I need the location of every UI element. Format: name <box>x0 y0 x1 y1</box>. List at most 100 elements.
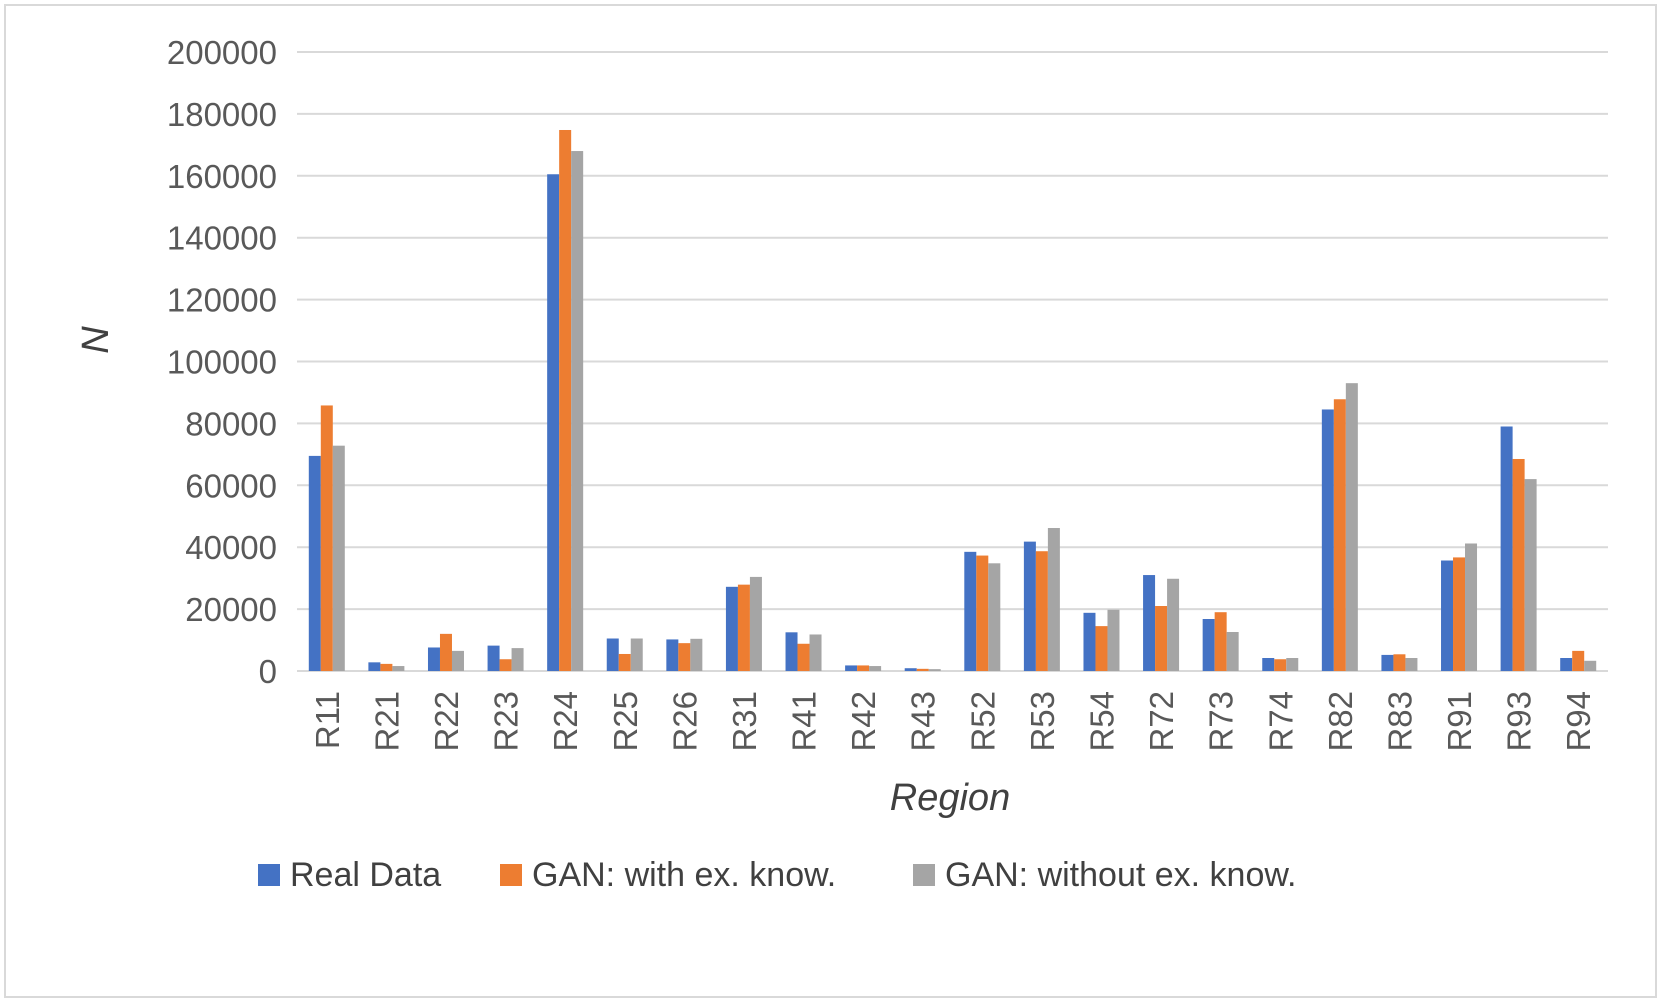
bar-R53-series-3 <box>1047 528 1060 671</box>
legend-label: GAN: with ex. know. <box>532 856 836 894</box>
bar-R93-series-2 <box>1512 458 1525 671</box>
bar-R42-series-3 <box>869 666 882 671</box>
bar-R82-series-1 <box>1321 409 1334 671</box>
bar-R24-series-2 <box>559 129 572 671</box>
x-tick-label: R52 <box>964 691 1001 752</box>
bar-R52-series-2 <box>976 555 989 671</box>
bar-R41-series-3 <box>809 634 822 671</box>
bar-R42-series-1 <box>845 665 858 671</box>
bar-R26-series-2 <box>678 643 691 671</box>
x-tick-label: R74 <box>1262 691 1299 752</box>
bar-R83-series-1 <box>1381 654 1394 671</box>
bar-R94-series-2 <box>1572 650 1585 671</box>
bar-R43-series-2 <box>916 668 929 671</box>
bar-R11-series-3 <box>332 445 345 671</box>
y-axis-ticks: 0 20000 40000 60000 80000 100000 120000 140000 1… <box>167 34 277 690</box>
x-tick-label: R41 <box>786 691 823 752</box>
bar-R11-series-2 <box>320 405 333 671</box>
legend-swatch <box>500 864 522 886</box>
bar-R93-series-1 <box>1500 426 1513 671</box>
bar-R42-series-2 <box>857 665 870 671</box>
bar-R41-series-2 <box>797 643 810 671</box>
x-tick-label: R43 <box>905 691 942 752</box>
bar-R11-series-1 <box>308 455 321 671</box>
bar-R24-series-3 <box>571 151 584 672</box>
bar-R94-series-1 <box>1560 658 1573 671</box>
bar-R22-series-2 <box>439 633 452 671</box>
x-tick-label: R25 <box>607 691 644 752</box>
bar-R31-series-1 <box>725 586 738 671</box>
y-tick-label: 0 <box>259 653 277 690</box>
bar-R54-series-3 <box>1107 609 1120 671</box>
x-tick-label: R82 <box>1322 691 1359 752</box>
x-axis-ticks: R11 R21 R22 R23 R24 R25 R26 R31 R41 R42 R43 R52 R53 R… <box>309 691 1597 752</box>
bar-R91-series-3 <box>1465 543 1478 671</box>
bar-R72-series-3 <box>1167 578 1180 671</box>
bar-R74-series-2 <box>1274 659 1287 671</box>
bar-R21-series-3 <box>392 666 405 671</box>
bar-R82-series-2 <box>1333 399 1346 671</box>
bars <box>308 129 1597 672</box>
bar-R52-series-1 <box>964 551 977 671</box>
legend-label: GAN: without ex. know. <box>945 856 1297 894</box>
x-tick-label: R54 <box>1083 691 1120 752</box>
bar-R91-series-1 <box>1441 560 1454 671</box>
x-tick-label: R21 <box>368 691 405 752</box>
bar-R21-series-2 <box>380 663 393 671</box>
bar-R72-series-2 <box>1155 606 1168 671</box>
bar-R93-series-3 <box>1524 479 1537 671</box>
y-tick-label: 140000 <box>167 220 277 257</box>
legend-swatch <box>913 864 935 886</box>
y-tick-label: 160000 <box>167 158 277 195</box>
x-tick-label: R83 <box>1381 691 1418 752</box>
chart-frame <box>4 4 1657 998</box>
bar-R74-series-3 <box>1286 658 1299 671</box>
bar-R43-series-3 <box>928 669 941 671</box>
x-tick-label: R53 <box>1024 691 1061 752</box>
x-tick-label: R42 <box>845 691 882 752</box>
bar-R26-series-1 <box>666 639 679 671</box>
y-tick-label: 60000 <box>185 467 277 504</box>
bar-R22-series-3 <box>451 650 464 671</box>
bar-R73-series-3 <box>1226 632 1239 671</box>
gridlines <box>297 51 1608 672</box>
x-tick-label: R22 <box>428 691 465 752</box>
y-tick-label: 100000 <box>167 344 277 381</box>
bar-R21-series-1 <box>368 662 381 671</box>
x-tick-label: R23 <box>488 691 525 752</box>
bar-R23-series-2 <box>499 659 512 671</box>
bar-R53-series-1 <box>1023 541 1036 671</box>
bar-R74-series-1 <box>1262 658 1275 671</box>
bar-R54-series-2 <box>1095 626 1108 671</box>
x-tick-label: R93 <box>1501 691 1538 752</box>
bar-R41-series-1 <box>785 632 798 671</box>
x-tick-label: R73 <box>1203 691 1240 752</box>
y-tick-label: 20000 <box>185 591 277 628</box>
bar-R94-series-3 <box>1584 660 1597 671</box>
bar-R72-series-1 <box>1143 575 1156 671</box>
x-axis-title: Region <box>890 777 1010 819</box>
y-tick-label: 200000 <box>167 34 277 71</box>
legend: Real Data GAN: with ex. know. GAN: without… <box>258 856 1297 894</box>
bar-R25-series-1 <box>606 638 619 671</box>
bar-R52-series-3 <box>988 563 1001 671</box>
y-tick-label: 180000 <box>167 96 277 133</box>
y-tick-label: 40000 <box>185 529 277 566</box>
bar-R25-series-2 <box>618 653 631 671</box>
bar-R31-series-3 <box>749 576 762 671</box>
bar-R23-series-3 <box>511 648 524 671</box>
bar-R53-series-2 <box>1035 551 1048 671</box>
y-axis-title: N <box>75 326 117 354</box>
x-tick-label: R24 <box>547 691 584 752</box>
bar-R26-series-3 <box>690 638 703 671</box>
bar-R24-series-1 <box>547 174 560 671</box>
y-tick-label: 120000 <box>167 282 277 319</box>
x-tick-label: R94 <box>1560 691 1597 752</box>
legend-swatch <box>258 864 280 886</box>
bar-R83-series-3 <box>1405 658 1418 671</box>
y-tick-label: 80000 <box>185 405 277 442</box>
bar-R22-series-1 <box>427 647 440 671</box>
bar-R73-series-1 <box>1202 619 1215 671</box>
legend-label: Real Data <box>290 856 441 894</box>
